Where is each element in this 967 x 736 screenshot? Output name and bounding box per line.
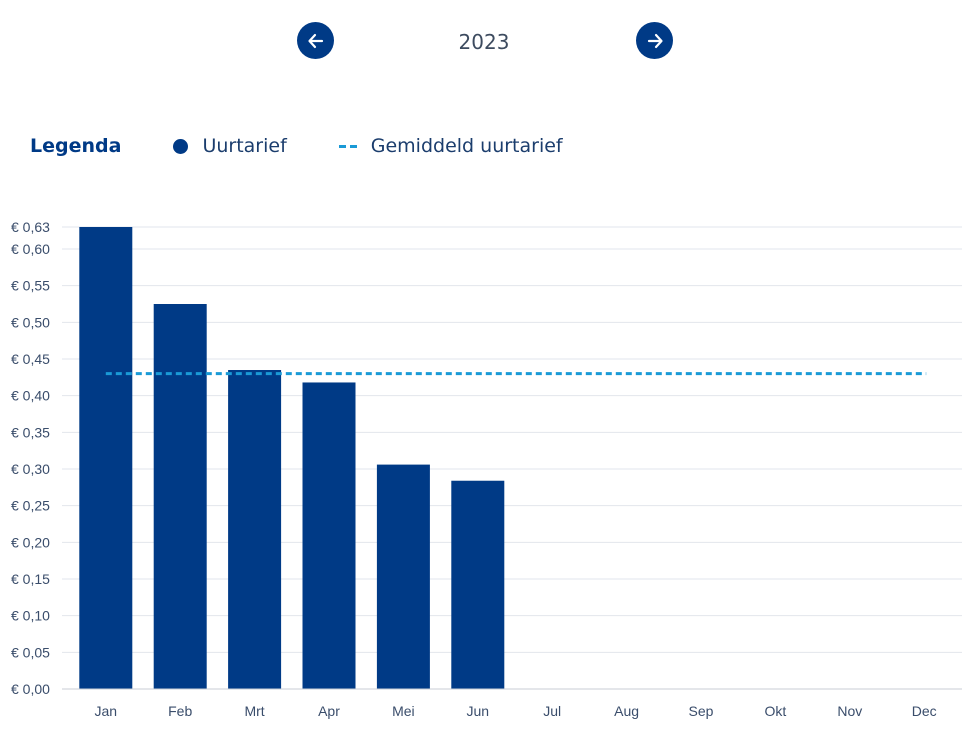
- legend: Legenda Uurtarief Gemiddeld uurtarief: [30, 131, 615, 161]
- y-tick-label: € 0,45: [11, 351, 50, 367]
- legend-item-label: Gemiddeld uurtarief: [370, 135, 563, 157]
- grid-lines: [62, 226, 962, 690]
- year-navigation: 2023: [0, 22, 967, 60]
- next-year-button[interactable]: [636, 22, 673, 59]
- y-tick-label: € 0,15: [11, 571, 50, 587]
- y-tick-label: € 0,40: [11, 388, 50, 404]
- legend-title: Legenda: [30, 135, 122, 157]
- arrow-left-icon: [307, 33, 323, 48]
- y-tick-label: € 0,05: [11, 644, 50, 660]
- y-tick-label: € 0,30: [11, 461, 50, 477]
- legend-item-uurtarief: Uurtarief: [173, 135, 287, 157]
- bar-apr: [302, 382, 356, 689]
- x-tick-label: Mrt: [244, 703, 264, 719]
- y-tick-label: € 0,35: [11, 424, 50, 440]
- x-tick-label: Jul: [543, 703, 561, 719]
- y-tick-label: € 0,25: [11, 498, 50, 514]
- y-tick-label: € 0,00: [11, 681, 50, 697]
- x-tick-label: Apr: [318, 703, 340, 719]
- x-tick-label: Mei: [392, 703, 415, 719]
- year-label: 2023: [458, 30, 510, 54]
- x-tick-label: Feb: [168, 703, 192, 719]
- y-tick-label: € 0,60: [11, 241, 50, 257]
- bar-jan: [79, 227, 133, 689]
- previous-year-button[interactable]: [297, 22, 334, 59]
- x-tick-label: Nov: [837, 703, 862, 719]
- y-tick-label: € 0,55: [11, 278, 50, 294]
- x-tick-label: Dec: [912, 703, 937, 719]
- legend-item-label: Uurtarief: [202, 135, 287, 157]
- x-tick-label: Okt: [765, 703, 787, 719]
- bar-jun: [451, 480, 505, 689]
- x-tick-label: Jan: [95, 703, 118, 719]
- arrow-right-icon: [647, 33, 663, 48]
- y-tick-label: € 0,50: [11, 314, 50, 330]
- x-tick-label: Sep: [689, 703, 714, 719]
- y-tick-label: € 0,63: [11, 219, 50, 235]
- bar-mrt: [228, 370, 282, 689]
- bar-mei: [376, 464, 430, 689]
- bars: [79, 227, 505, 689]
- x-tick-label: Aug: [614, 703, 639, 719]
- y-tick-label: € 0,20: [11, 534, 50, 550]
- y-tick-label: € 0,10: [11, 608, 50, 624]
- bar-feb: [153, 304, 207, 689]
- legend-item-gemiddeld-uurtarief: Gemiddeld uurtarief: [338, 135, 563, 157]
- dashed-line-marker-icon: [338, 144, 357, 148]
- axes: € 0,00 € 0,05 € 0,10 € 0,15 € 0,20 € 0,25 € 0,…: [11, 219, 962, 719]
- x-tick-label: Jun: [467, 703, 490, 719]
- dot-marker-icon: [173, 138, 189, 154]
